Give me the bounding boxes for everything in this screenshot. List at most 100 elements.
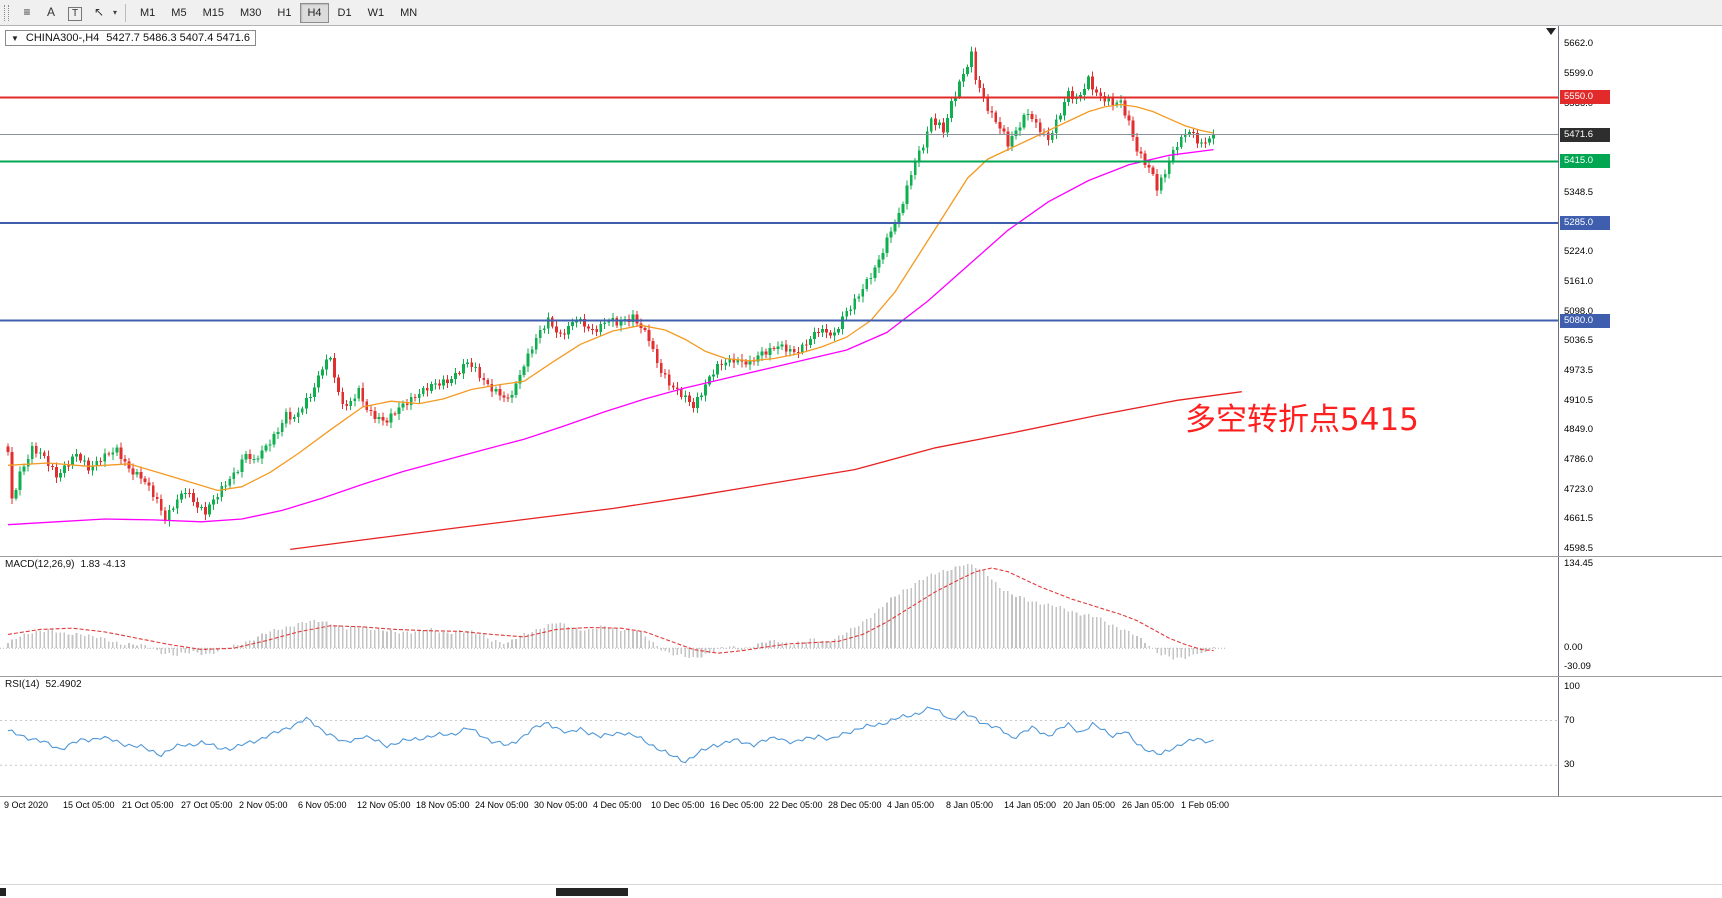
x-axis-label: 2 Nov 05:00 [239, 800, 288, 810]
rsi-axis-label: 70 [1564, 715, 1575, 726]
rsi-name: RSI(14) [5, 679, 40, 690]
rsi-panel: RSI(14) 52.4902 100 70 30 [0, 676, 1722, 796]
x-axis-label: 8 Jan 05:00 [946, 800, 994, 810]
rsi-canvas[interactable] [0, 677, 1558, 796]
ma-medium-line[interactable] [7, 148, 1214, 526]
x-axis-label: 6 Nov 05:00 [298, 800, 347, 810]
candles-layer [6, 46, 1215, 527]
y-axis-label: 5224.0 [1564, 246, 1594, 257]
x-axis-label: 24 Nov 05:00 [475, 800, 529, 810]
timeframe-h1[interactable]: H1 [270, 3, 298, 23]
toolbar: ≡ A T ↖ ▾ M1 M5 M15 M30 H1 H4 D1 W1 MN [0, 0, 1722, 26]
draw-arrow-icon: ↖ [93, 4, 105, 19]
scrollbar-thumb[interactable] [556, 888, 628, 896]
timeframe-m15[interactable]: M15 [196, 3, 231, 23]
timeframe-d1[interactable]: D1 [331, 3, 359, 23]
timeframe-w1[interactable]: W1 [361, 3, 392, 23]
timeframe-m1[interactable]: M1 [133, 3, 162, 23]
rsi-line [7, 706, 1214, 764]
y-axis-label: 5348.5 [1564, 187, 1594, 198]
macd-label: MACD(12,26,9) 1.83 -4.13 [5, 559, 126, 570]
ma-fast-line[interactable] [7, 103, 1214, 492]
x-axis-label: 21 Oct 05:00 [122, 800, 174, 810]
x-axis-label: 12 Nov 05:00 [357, 800, 411, 810]
symbol-info-box[interactable]: ▼ CHINA300-,H4 5427.7 5486.3 5407.4 5471… [5, 30, 257, 46]
y-axis-label: 4973.5 [1564, 365, 1594, 376]
dropdown-caret-icon[interactable]: ▾ [113, 8, 118, 17]
y-axis-label: 5662.0 [1564, 38, 1594, 49]
macd-axis-label: 134.45 [1564, 558, 1594, 569]
price-badge-5080.0: 5080.0 [1560, 314, 1610, 328]
timeframe-h4[interactable]: H4 [300, 2, 329, 23]
cursor-a-icon: A [46, 4, 55, 19]
macd-histogram [7, 563, 1215, 660]
x-axis-label: 4 Jan 05:00 [887, 800, 935, 810]
x-axis-label: 16 Dec 05:00 [710, 800, 764, 810]
x-axis-label: 18 Nov 05:00 [416, 800, 470, 810]
toolbar-grip[interactable] [4, 4, 9, 21]
x-axis-label: 15 Oct 05:00 [63, 800, 115, 810]
rsi-axis[interactable]: 100 70 30 [1558, 677, 1722, 796]
rsi-axis-label: 100 [1564, 681, 1580, 692]
y-axis-label: 5161.0 [1564, 276, 1594, 287]
macd-panel: MACD(12,26,9) 1.83 -4.13 134.45 0.00 -30.0… [0, 556, 1722, 676]
y-axis-label: 5036.5 [1564, 335, 1594, 346]
timeframe-buttons: M1 M5 M15 M30 H1 H4 D1 W1 MN [132, 2, 425, 23]
x-axis-label: 22 Dec 05:00 [769, 800, 823, 810]
indicator-list-icon: ≡ [23, 4, 31, 19]
macd-axis-label: 0.00 [1564, 642, 1583, 653]
price-badge-5550.0: 5550.0 [1560, 90, 1610, 104]
y-axis-label: 4723.0 [1564, 484, 1594, 495]
y-axis-label: 4786.0 [1564, 454, 1594, 465]
x-axis-label: 28 Dec 05:00 [828, 800, 882, 810]
rsi-label: RSI(14) 52.4902 [5, 679, 82, 690]
price-badge-5415.0: 5415.0 [1560, 154, 1610, 168]
cursor-a-icon[interactable]: A [40, 1, 62, 23]
price-axis[interactable]: 5662.05599.05536.05348.55224.05161.05098… [1558, 26, 1722, 556]
price-chart-canvas[interactable] [0, 26, 1558, 556]
scrollbar-left-edge[interactable] [0, 888, 6, 896]
x-axis-label: 27 Oct 05:00 [181, 800, 233, 810]
price-badge-5285.0: 5285.0 [1560, 216, 1610, 230]
price-badge-5471.6: 5471.6 [1560, 128, 1610, 142]
text-label-icon: T [67, 6, 83, 21]
indicator-list-icon[interactable]: ≡ [16, 1, 38, 23]
timeframe-m5[interactable]: M5 [164, 3, 193, 23]
macd-axis[interactable]: 134.45 0.00 -30.09 [1558, 557, 1722, 676]
macd-name: MACD(12,26,9) [5, 559, 75, 570]
date-axis[interactable]: 9 Oct 2020 15 Oct 05:00 21 Oct 05:00 27 Oct… [0, 796, 1722, 814]
horizontal-scrollbar[interactable] [0, 884, 1722, 898]
ma-slow-line[interactable] [290, 391, 1242, 551]
x-axis-label: 30 Nov 05:00 [534, 800, 588, 810]
symbol-collapse-icon[interactable]: ▼ [11, 33, 19, 43]
x-axis-label: 1 Feb 05:00 [1181, 800, 1230, 810]
x-axis-label: 20 Jan 05:00 [1063, 800, 1116, 810]
scale-marker-icon [1546, 28, 1556, 35]
text-label-icon[interactable]: T [64, 3, 86, 25]
symbol-ohlc-values: 5427.7 5486.3 5407.4 5471.6 [106, 32, 251, 44]
y-axis-label: 5098.0 [1564, 306, 1594, 317]
y-axis-label: 4849.0 [1564, 424, 1594, 435]
annotation-text: 多空转折点5415 [1185, 402, 1419, 438]
timeframe-mn[interactable]: MN [393, 3, 424, 23]
y-axis-label: 4661.5 [1564, 513, 1594, 524]
timeframe-m30[interactable]: M30 [233, 3, 268, 23]
x-axis-label: 26 Jan 05:00 [1122, 800, 1175, 810]
macd-values: 1.83 -4.13 [80, 559, 126, 570]
toolbar-icons: ≡ A T ↖ [15, 1, 111, 25]
price-chart-panel: ▼ CHINA300-,H4 5427.7 5486.3 5407.4 5471… [0, 26, 1722, 556]
y-axis-label: 5599.0 [1564, 68, 1594, 79]
x-axis-label: 14 Jan 05:00 [1004, 800, 1057, 810]
macd-signal-line [7, 567, 1214, 654]
y-axis-label: 4598.5 [1564, 543, 1594, 554]
x-axis-label: 9 Oct 2020 [4, 800, 49, 810]
macd-axis-label: -30.09 [1564, 661, 1591, 672]
draw-arrow-icon[interactable]: ↖ [88, 1, 110, 23]
macd-canvas[interactable] [0, 557, 1558, 676]
y-axis-label: 4910.5 [1564, 395, 1594, 406]
x-axis-label: 4 Dec 05:00 [593, 800, 642, 810]
rsi-value: 52.4902 [45, 679, 82, 690]
toolbar-separator [125, 3, 127, 22]
rsi-axis-label: 30 [1564, 759, 1575, 770]
